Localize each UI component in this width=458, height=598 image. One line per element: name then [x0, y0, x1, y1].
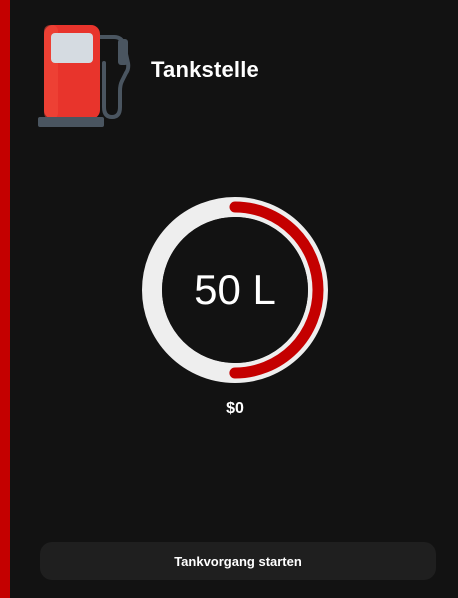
- fuel-gauge: 50 L: [140, 195, 330, 385]
- price-display: $0: [226, 400, 244, 417]
- start-refuel-button[interactable]: Tankvorgang starten: [40, 542, 436, 580]
- gauge-center: [162, 217, 308, 363]
- fuel-pump-icon: [36, 23, 136, 129]
- app-title: Tankstelle: [151, 57, 259, 82]
- header: [36, 22, 136, 130]
- accent-bar: [0, 0, 10, 598]
- fuel-gauge-ring: [142, 197, 328, 383]
- gauge-fill: [146, 201, 324, 379]
- fuel-amount-label: 50 L: [194, 266, 276, 313]
